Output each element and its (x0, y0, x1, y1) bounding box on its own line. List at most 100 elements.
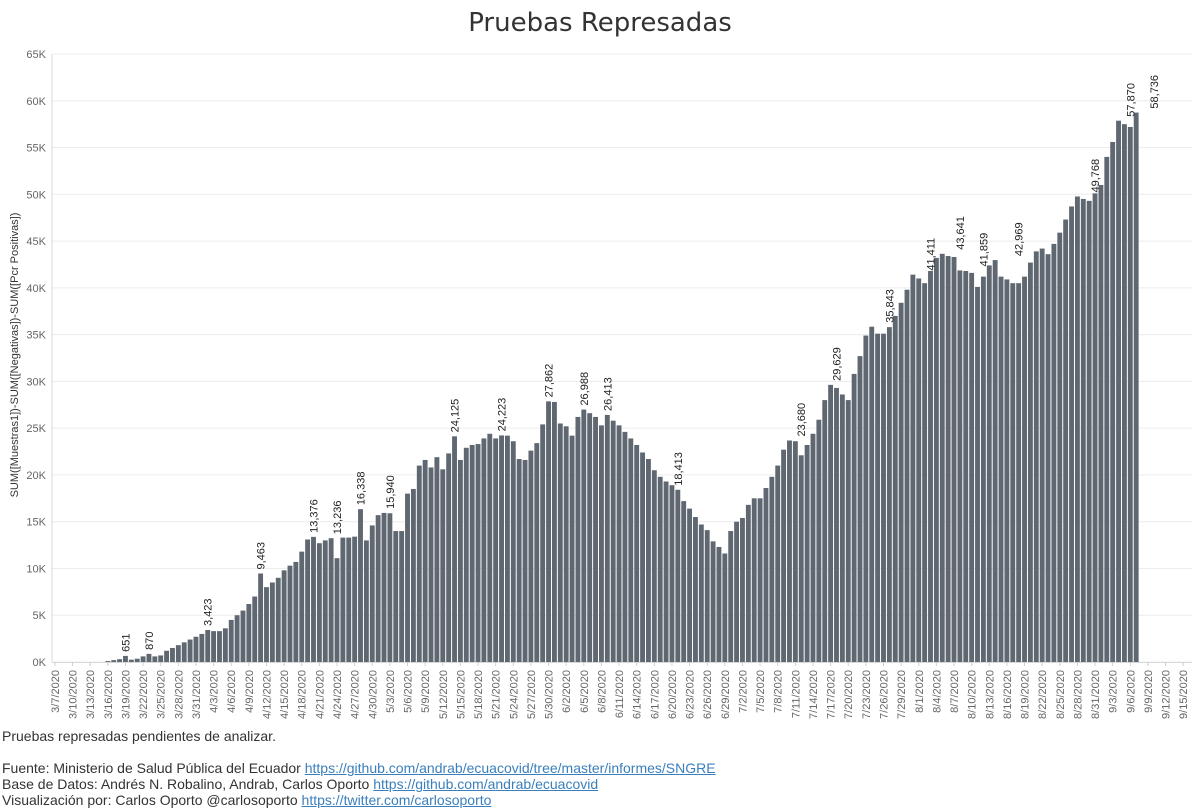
bar (540, 424, 546, 662)
bar (822, 400, 828, 662)
bar (1110, 141, 1116, 662)
x-tick-label: 7/14/2020 (808, 670, 820, 719)
x-tick-label: 8/10/2020 (967, 670, 979, 719)
x-tick-label: 8/13/2020 (984, 670, 996, 719)
x-tick-label: 4/18/2020 (297, 670, 309, 719)
data-label: 870 (144, 632, 156, 650)
bar (1121, 124, 1127, 662)
x-tick-label: 7/11/2020 (790, 670, 802, 718)
data-label: 58,736 (1149, 75, 1161, 109)
bar (422, 459, 428, 662)
x-tick-label: 4/3/2020 (209, 670, 221, 713)
bar (687, 508, 693, 662)
x-tick-label: 4/24/2020 (332, 670, 344, 719)
bar (1074, 196, 1080, 662)
bar (434, 457, 440, 662)
bar (951, 256, 957, 662)
x-tick-label: 7/29/2020 (896, 670, 908, 719)
bar (881, 333, 886, 662)
data-label: 9,463 (256, 542, 268, 570)
bar (587, 413, 593, 662)
bar (751, 498, 757, 662)
source-line: Fuente: Ministerio de Salud Pública del … (2, 760, 716, 776)
x-tick-label: 4/15/2020 (279, 670, 291, 719)
bar (669, 485, 675, 662)
bar (252, 596, 258, 662)
source-link[interactable]: https://github.com/andrab/ecuacovid/tree… (304, 760, 716, 776)
y-tick-label: 0K (33, 657, 47, 669)
x-tick-label: 7/2/2020 (737, 670, 749, 713)
bar (534, 443, 540, 662)
x-tick-label: 4/27/2020 (350, 670, 362, 719)
bar (123, 655, 128, 662)
bar (1033, 251, 1039, 662)
data-label: 26,413 (602, 377, 614, 411)
x-tick-label: 9/3/2020 (1108, 670, 1120, 713)
bar (1127, 126, 1133, 662)
bar (170, 647, 175, 662)
data-label: 24,223 (497, 398, 509, 432)
bar (816, 419, 822, 662)
x-tick-label: 3/19/2020 (120, 670, 132, 719)
bar (622, 431, 628, 662)
bar (828, 384, 834, 662)
y-tick-label: 50K (26, 189, 46, 201)
bar (1027, 262, 1033, 662)
bar (616, 425, 622, 662)
x-tick-label: 3/28/2020 (173, 670, 185, 719)
bar (646, 459, 651, 662)
bar (428, 467, 434, 662)
bar (928, 271, 933, 662)
x-tick-label: 9/15/2020 (1178, 670, 1190, 719)
x-tick-label: 3/22/2020 (138, 670, 150, 719)
bar (734, 521, 740, 662)
bar (892, 315, 898, 662)
bar (1022, 276, 1027, 662)
x-axis: 3/7/2020 3/10/2020 3/13/2020 3/16/2020 3/19/… (50, 662, 1192, 719)
x-tick-label: 4/21/2020 (314, 670, 326, 719)
bar (316, 543, 322, 662)
bar (804, 444, 810, 662)
bar (693, 517, 698, 662)
y-tick-label: 10K (26, 563, 46, 575)
bar (557, 423, 563, 662)
y-tick-label: 45K (26, 236, 46, 248)
x-tick-label: 6/29/2020 (720, 670, 732, 719)
bar (175, 645, 181, 662)
bar (516, 459, 522, 662)
x-tick-label: 8/1/2020 (914, 670, 926, 713)
bar (628, 438, 634, 662)
bar (246, 604, 252, 662)
bar (387, 513, 393, 662)
data-label: 26,988 (579, 372, 591, 406)
database-link[interactable]: https://github.com/andrab/ecuacovid (373, 776, 599, 792)
bar (681, 501, 687, 662)
bar (834, 387, 839, 662)
data-label: 23,680 (796, 403, 808, 437)
bar (487, 433, 493, 662)
bar (916, 278, 922, 662)
x-tick-label: 3/10/2020 (68, 670, 80, 719)
bar (164, 650, 170, 662)
bar (328, 538, 334, 662)
visualization-link[interactable]: https://twitter.com/carlosoporto (301, 792, 492, 808)
data-label: 3,423 (203, 598, 215, 626)
bar (1004, 279, 1010, 662)
x-tick-label: 3/7/2020 (50, 670, 62, 713)
bar (1069, 206, 1074, 662)
bar (128, 659, 134, 662)
bar (287, 565, 293, 662)
bar (740, 517, 745, 662)
bar (1080, 198, 1086, 662)
x-tick-label: 7/23/2020 (861, 670, 873, 719)
bar (704, 530, 710, 662)
y-tick-label: 20K (26, 470, 46, 482)
bar (798, 455, 804, 662)
data-label: 57,870 (1125, 83, 1137, 117)
visualization-line: Visualización por: Carlos Oporto @carlos… (2, 792, 491, 808)
x-tick-label: 6/14/2020 (632, 670, 644, 719)
bar (504, 435, 510, 662)
x-tick-label: 6/5/2020 (579, 670, 591, 713)
bar (745, 504, 751, 662)
x-tick-label: 8/19/2020 (1020, 670, 1032, 719)
